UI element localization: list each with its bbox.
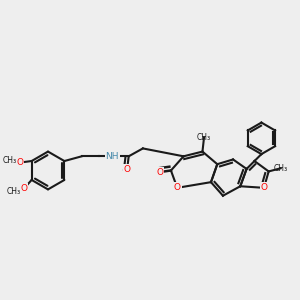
Text: O: O [174,183,181,192]
Text: CH₃: CH₃ [197,133,211,142]
Text: O: O [16,158,23,167]
Text: O: O [124,165,130,174]
Text: O: O [20,184,27,193]
Text: CH₃: CH₃ [274,164,288,173]
Text: O: O [260,183,267,192]
Text: CH₃: CH₃ [6,187,20,196]
Text: O: O [156,168,164,177]
Text: NH: NH [106,152,119,161]
Text: CH₃: CH₃ [2,156,16,165]
